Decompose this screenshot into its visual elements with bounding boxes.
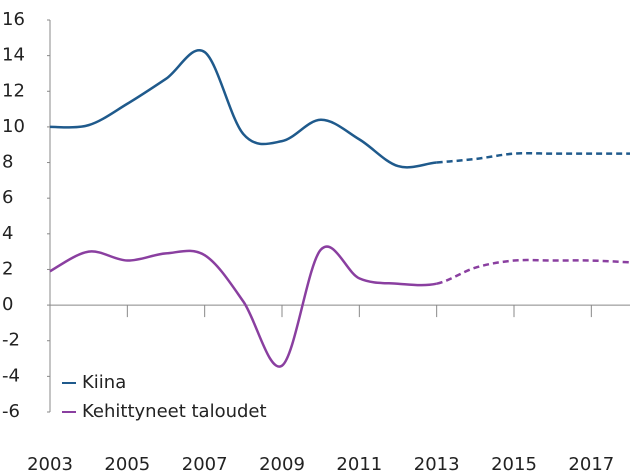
legend-label: Kiina bbox=[82, 372, 126, 393]
y-tick-label: -2 bbox=[2, 330, 20, 351]
forecast-line bbox=[436, 151, 630, 164]
y-tick-label: -6 bbox=[2, 401, 20, 422]
x-tick-label: 2015 bbox=[491, 454, 537, 475]
x-tick-label: 2017 bbox=[568, 454, 614, 475]
series-line bbox=[49, 245, 437, 368]
y-tick-label: 16 bbox=[2, 9, 25, 30]
x-tick-label: 2011 bbox=[336, 454, 382, 475]
series-line bbox=[49, 48, 437, 169]
y-tick-label: 6 bbox=[2, 187, 13, 208]
y-tick-label: 2 bbox=[2, 258, 13, 279]
x-tick-label: 2007 bbox=[182, 454, 228, 475]
y-tick-label: 4 bbox=[2, 223, 13, 244]
x-tick-label: 2013 bbox=[414, 454, 460, 475]
forecast-line bbox=[436, 258, 631, 285]
y-tick-label: 14 bbox=[2, 45, 25, 66]
y-tick-label: 12 bbox=[2, 80, 25, 101]
y-tick-label: 10 bbox=[2, 116, 25, 137]
y-tick-label: -4 bbox=[2, 365, 20, 386]
x-tick-label: 2009 bbox=[259, 454, 305, 475]
x-tick-label: 2003 bbox=[27, 454, 73, 475]
x-tick-label: 2005 bbox=[104, 454, 150, 475]
y-tick-label: 0 bbox=[2, 294, 13, 315]
y-tick-label: 8 bbox=[2, 152, 13, 173]
legend-label: Kehittyneet taloudet bbox=[82, 401, 267, 422]
